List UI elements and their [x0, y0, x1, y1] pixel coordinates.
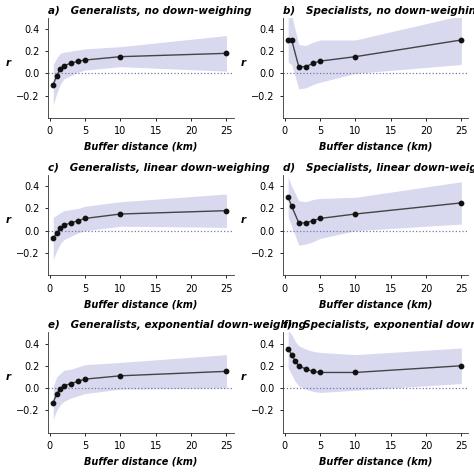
- Text: f)   Specialists, exponential down-weighing: f) Specialists, exponential down-weighin…: [283, 320, 474, 330]
- Point: [352, 369, 359, 376]
- Point: [309, 368, 317, 375]
- Y-axis label: r: r: [6, 372, 11, 382]
- Y-axis label: r: r: [240, 58, 246, 68]
- X-axis label: Buffer distance (km): Buffer distance (km): [319, 456, 432, 466]
- Text: d)   Specialists, linear down-weighing: d) Specialists, linear down-weighing: [283, 163, 474, 173]
- Point: [295, 219, 302, 227]
- Point: [74, 378, 82, 385]
- Point: [81, 375, 89, 383]
- Point: [284, 194, 292, 201]
- Point: [309, 59, 317, 67]
- Point: [284, 346, 292, 353]
- Point: [457, 199, 465, 207]
- Point: [302, 219, 310, 227]
- Point: [74, 217, 82, 225]
- Point: [49, 81, 57, 88]
- Point: [223, 50, 230, 57]
- X-axis label: Buffer distance (km): Buffer distance (km): [84, 456, 198, 466]
- Point: [67, 380, 75, 388]
- Point: [295, 63, 302, 70]
- Point: [316, 369, 324, 376]
- Point: [117, 53, 124, 60]
- Point: [81, 56, 89, 64]
- Point: [284, 36, 292, 44]
- Point: [457, 36, 465, 44]
- Point: [288, 351, 295, 358]
- Point: [67, 219, 75, 227]
- X-axis label: Buffer distance (km): Buffer distance (km): [319, 299, 432, 309]
- Point: [60, 221, 68, 229]
- Point: [81, 215, 89, 222]
- Point: [56, 385, 64, 393]
- Point: [316, 215, 324, 222]
- Point: [223, 368, 230, 375]
- Point: [223, 207, 230, 214]
- X-axis label: Buffer distance (km): Buffer distance (km): [84, 299, 198, 309]
- Y-axis label: r: r: [6, 215, 11, 225]
- Text: e)   Generalists, exponential down-weighing: e) Generalists, exponential down-weighin…: [48, 320, 306, 330]
- Point: [74, 58, 82, 65]
- Point: [67, 59, 75, 67]
- Point: [352, 53, 359, 60]
- Text: b)   Specialists, no down-weighing: b) Specialists, no down-weighing: [283, 6, 474, 16]
- Point: [457, 362, 465, 370]
- Point: [56, 65, 64, 73]
- Point: [292, 358, 299, 365]
- Y-axis label: r: r: [240, 215, 246, 225]
- Y-axis label: r: r: [240, 372, 246, 382]
- Point: [53, 72, 61, 79]
- Point: [302, 63, 310, 70]
- Point: [288, 202, 295, 210]
- Point: [49, 235, 57, 242]
- Point: [56, 225, 64, 232]
- Point: [309, 217, 317, 225]
- Point: [117, 210, 124, 218]
- Text: a)   Generalists, no down-weighing: a) Generalists, no down-weighing: [48, 6, 252, 16]
- Point: [49, 399, 57, 406]
- X-axis label: Buffer distance (km): Buffer distance (km): [84, 142, 198, 152]
- Point: [288, 36, 295, 44]
- Point: [60, 62, 68, 69]
- Point: [352, 210, 359, 218]
- Point: [53, 390, 61, 397]
- Point: [302, 365, 310, 373]
- Text: c)   Generalists, linear down-weighing: c) Generalists, linear down-weighing: [48, 163, 270, 173]
- Point: [53, 229, 61, 236]
- Point: [316, 58, 324, 65]
- Point: [117, 372, 124, 379]
- Y-axis label: r: r: [6, 58, 11, 68]
- Point: [295, 362, 302, 370]
- Point: [60, 382, 68, 389]
- X-axis label: Buffer distance (km): Buffer distance (km): [319, 142, 432, 152]
